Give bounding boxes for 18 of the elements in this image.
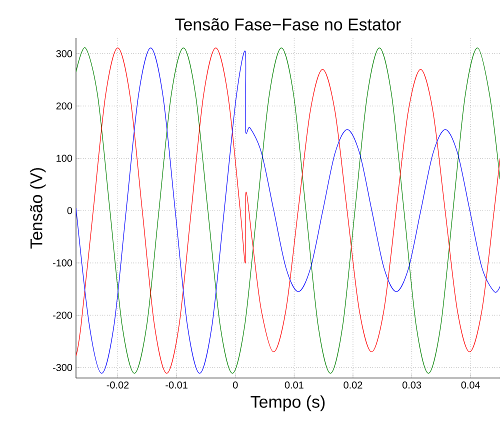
x-tick-label: 0.01 (284, 382, 304, 389)
x-tick-label: -0.02 (106, 382, 129, 389)
y-tick-label: 300 (56, 50, 72, 58)
x-tick-label: 0.04 (461, 382, 480, 389)
x-axis-title: Tempo (s) (250, 395, 325, 412)
y-axis-title: Tensão (V) (30, 168, 46, 249)
y-tick-label: 100 (56, 154, 72, 162)
y-tick-label: -200 (52, 312, 72, 319)
y-tick-label: 200 (56, 102, 72, 110)
x-tick-label: -0.01 (166, 382, 188, 389)
x-tick-label: 0.03 (402, 382, 422, 389)
y-tick-label: -300 (52, 364, 72, 372)
x-tick-label: 0 (232, 382, 238, 389)
chart-title: Tensão Fase−Fase no Estator (175, 18, 401, 31)
x-tick-label: 0.02 (344, 382, 362, 389)
y-tick-label: 0 (67, 207, 72, 214)
line-series (76, 48, 500, 374)
y-tick-label: -100 (52, 259, 72, 266)
